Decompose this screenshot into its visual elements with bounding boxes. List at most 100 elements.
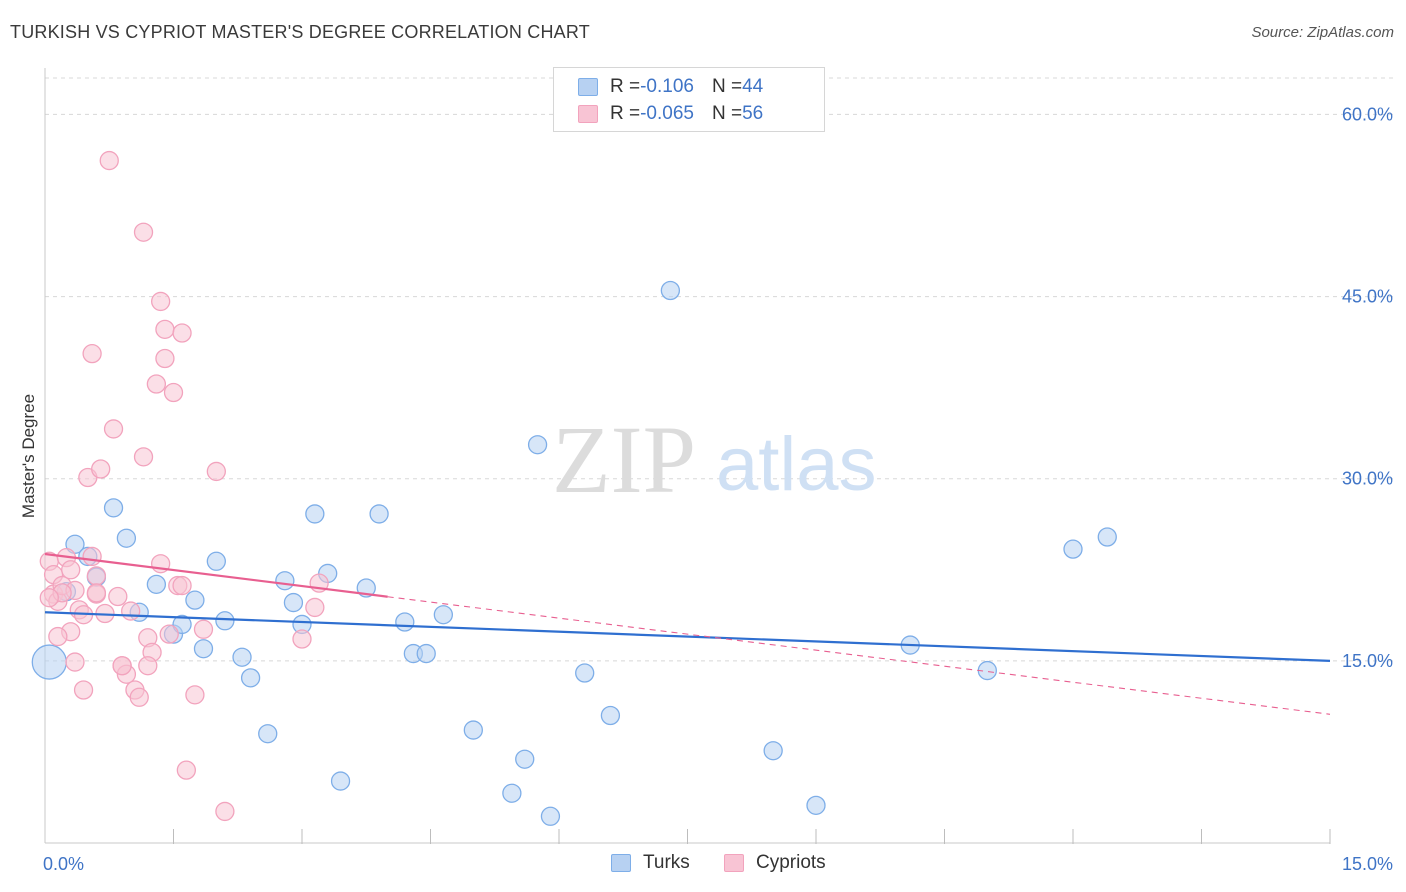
watermark-zip: ZIP: [552, 406, 696, 513]
point-turks: [116, 528, 137, 548]
point-cypriots: [133, 447, 154, 467]
point-cypriots: [91, 459, 111, 479]
point-cypriots: [163, 382, 184, 403]
bottom-legend-turks: Turks: [611, 852, 690, 874]
point-cypriots: [193, 619, 214, 639]
point-turks: [395, 612, 415, 632]
bottom-legend-cypriots-label: Cypriots: [756, 852, 826, 873]
chart-title: TURKISH VS CYPRIOT MASTER'S DEGREE CORRE…: [10, 22, 590, 42]
point-cypriots: [108, 586, 128, 607]
point-turks: [240, 668, 261, 688]
point-turks: [575, 663, 595, 683]
point-turks: [1063, 539, 1083, 559]
legend: R = -0.106 N = 44 R = -0.065 N = 56: [553, 67, 825, 132]
point-cypriots: [129, 687, 149, 707]
point-turks: [433, 605, 454, 625]
point-cypriots: [112, 656, 132, 676]
grid-lines: [45, 77, 1395, 662]
point-turks: [369, 504, 389, 524]
legend-row-cypriots: R = -0.065 N = 56: [578, 101, 763, 127]
point-cypriots: [215, 801, 235, 822]
point-cypriots: [61, 560, 81, 580]
x-tick-label: 15.0%: [1342, 854, 1393, 874]
point-cypriots: [305, 597, 325, 618]
point-cypriots: [82, 343, 102, 364]
point-turks: [416, 643, 436, 664]
point-cypriots: [159, 624, 179, 644]
point-turks: [215, 611, 235, 631]
point-cypriots: [138, 656, 158, 676]
x-tick-label: 0.0%: [43, 854, 84, 874]
point-turks: [232, 647, 252, 667]
point-cypriots: [99, 150, 119, 171]
legend-r-label: R =: [610, 103, 641, 124]
point-turks: [540, 806, 561, 826]
point-cypriots: [65, 652, 85, 672]
point-cypriots: [121, 601, 141, 621]
point-cypriots: [86, 583, 107, 603]
point-turks: [172, 614, 192, 635]
y-axis-label: Master's Degree: [19, 394, 38, 518]
point-turks: [31, 644, 67, 680]
y-tick-label: 15.0%: [1342, 651, 1393, 671]
y-tick-label: 45.0%: [1342, 287, 1393, 307]
point-turks: [527, 435, 548, 455]
legend-r-value: -0.065: [640, 103, 694, 124]
point-cypriots: [292, 629, 312, 649]
point-turks: [206, 551, 226, 571]
legend-swatch-cypriots: [578, 105, 598, 123]
point-turks: [600, 705, 621, 726]
legend-r-label: R =: [610, 76, 641, 97]
point-cypriots: [133, 222, 154, 242]
legend-n-label: N =: [711, 103, 743, 124]
point-turks: [1097, 527, 1117, 547]
point-turks: [463, 720, 483, 740]
point-turks: [660, 280, 681, 301]
point-cypriots: [86, 566, 107, 586]
point-cypriots: [185, 685, 205, 705]
y-tick-label: 60.0%: [1342, 104, 1393, 124]
point-turks: [185, 590, 205, 610]
bottom-swatch-turks: [611, 854, 631, 872]
point-cypriots: [82, 546, 102, 567]
point-turks: [103, 498, 124, 518]
point-cypriots: [39, 588, 59, 608]
point-cypriots: [73, 680, 94, 700]
axes: [44, 68, 1331, 844]
trend-line-turks: [44, 611, 1331, 662]
point-cypriots: [206, 461, 226, 482]
bottom-swatch-cypriots: [724, 854, 744, 872]
point-turks: [763, 741, 783, 761]
y-tick-label: 30.0%: [1342, 469, 1393, 489]
trend-line-cypriots-dashed: [387, 596, 1331, 715]
point-turks: [283, 592, 304, 613]
point-cypriots: [172, 575, 192, 596]
point-turks: [193, 639, 214, 659]
series-cypriots: [39, 150, 329, 822]
legend-n-label: N =: [711, 76, 743, 97]
source-label: Source: ZipAtlas.com: [1251, 24, 1394, 41]
point-turks: [146, 574, 167, 595]
point-cypriots: [48, 626, 68, 647]
watermark: ZIP atlas: [552, 406, 877, 513]
legend-n-value: 44: [742, 76, 764, 97]
point-cypriots: [103, 419, 124, 439]
point-turks: [275, 571, 295, 591]
tick-labels: 15.0% 30.0% 45.0% 60.0% 0.0% 15.0%: [43, 104, 1393, 874]
point-turks: [258, 724, 278, 744]
trend-lines: [44, 552, 1331, 715]
point-cypriots: [176, 760, 197, 780]
series-turks: [31, 280, 1117, 826]
point-turks: [806, 795, 826, 816]
point-turks: [502, 783, 522, 803]
point-turks: [305, 504, 325, 524]
bottom-legend-turks-label: Turks: [643, 852, 690, 873]
bottom-legend-cypriots: Cypriots: [724, 852, 826, 874]
point-turks: [330, 771, 351, 791]
point-cypriots: [150, 291, 171, 312]
point-cypriots: [172, 323, 192, 343]
watermark-atlas: atlas: [716, 422, 877, 507]
legend-row-turks: R = -0.106 N = 44: [578, 74, 763, 100]
legend-swatch-turks: [578, 78, 598, 96]
